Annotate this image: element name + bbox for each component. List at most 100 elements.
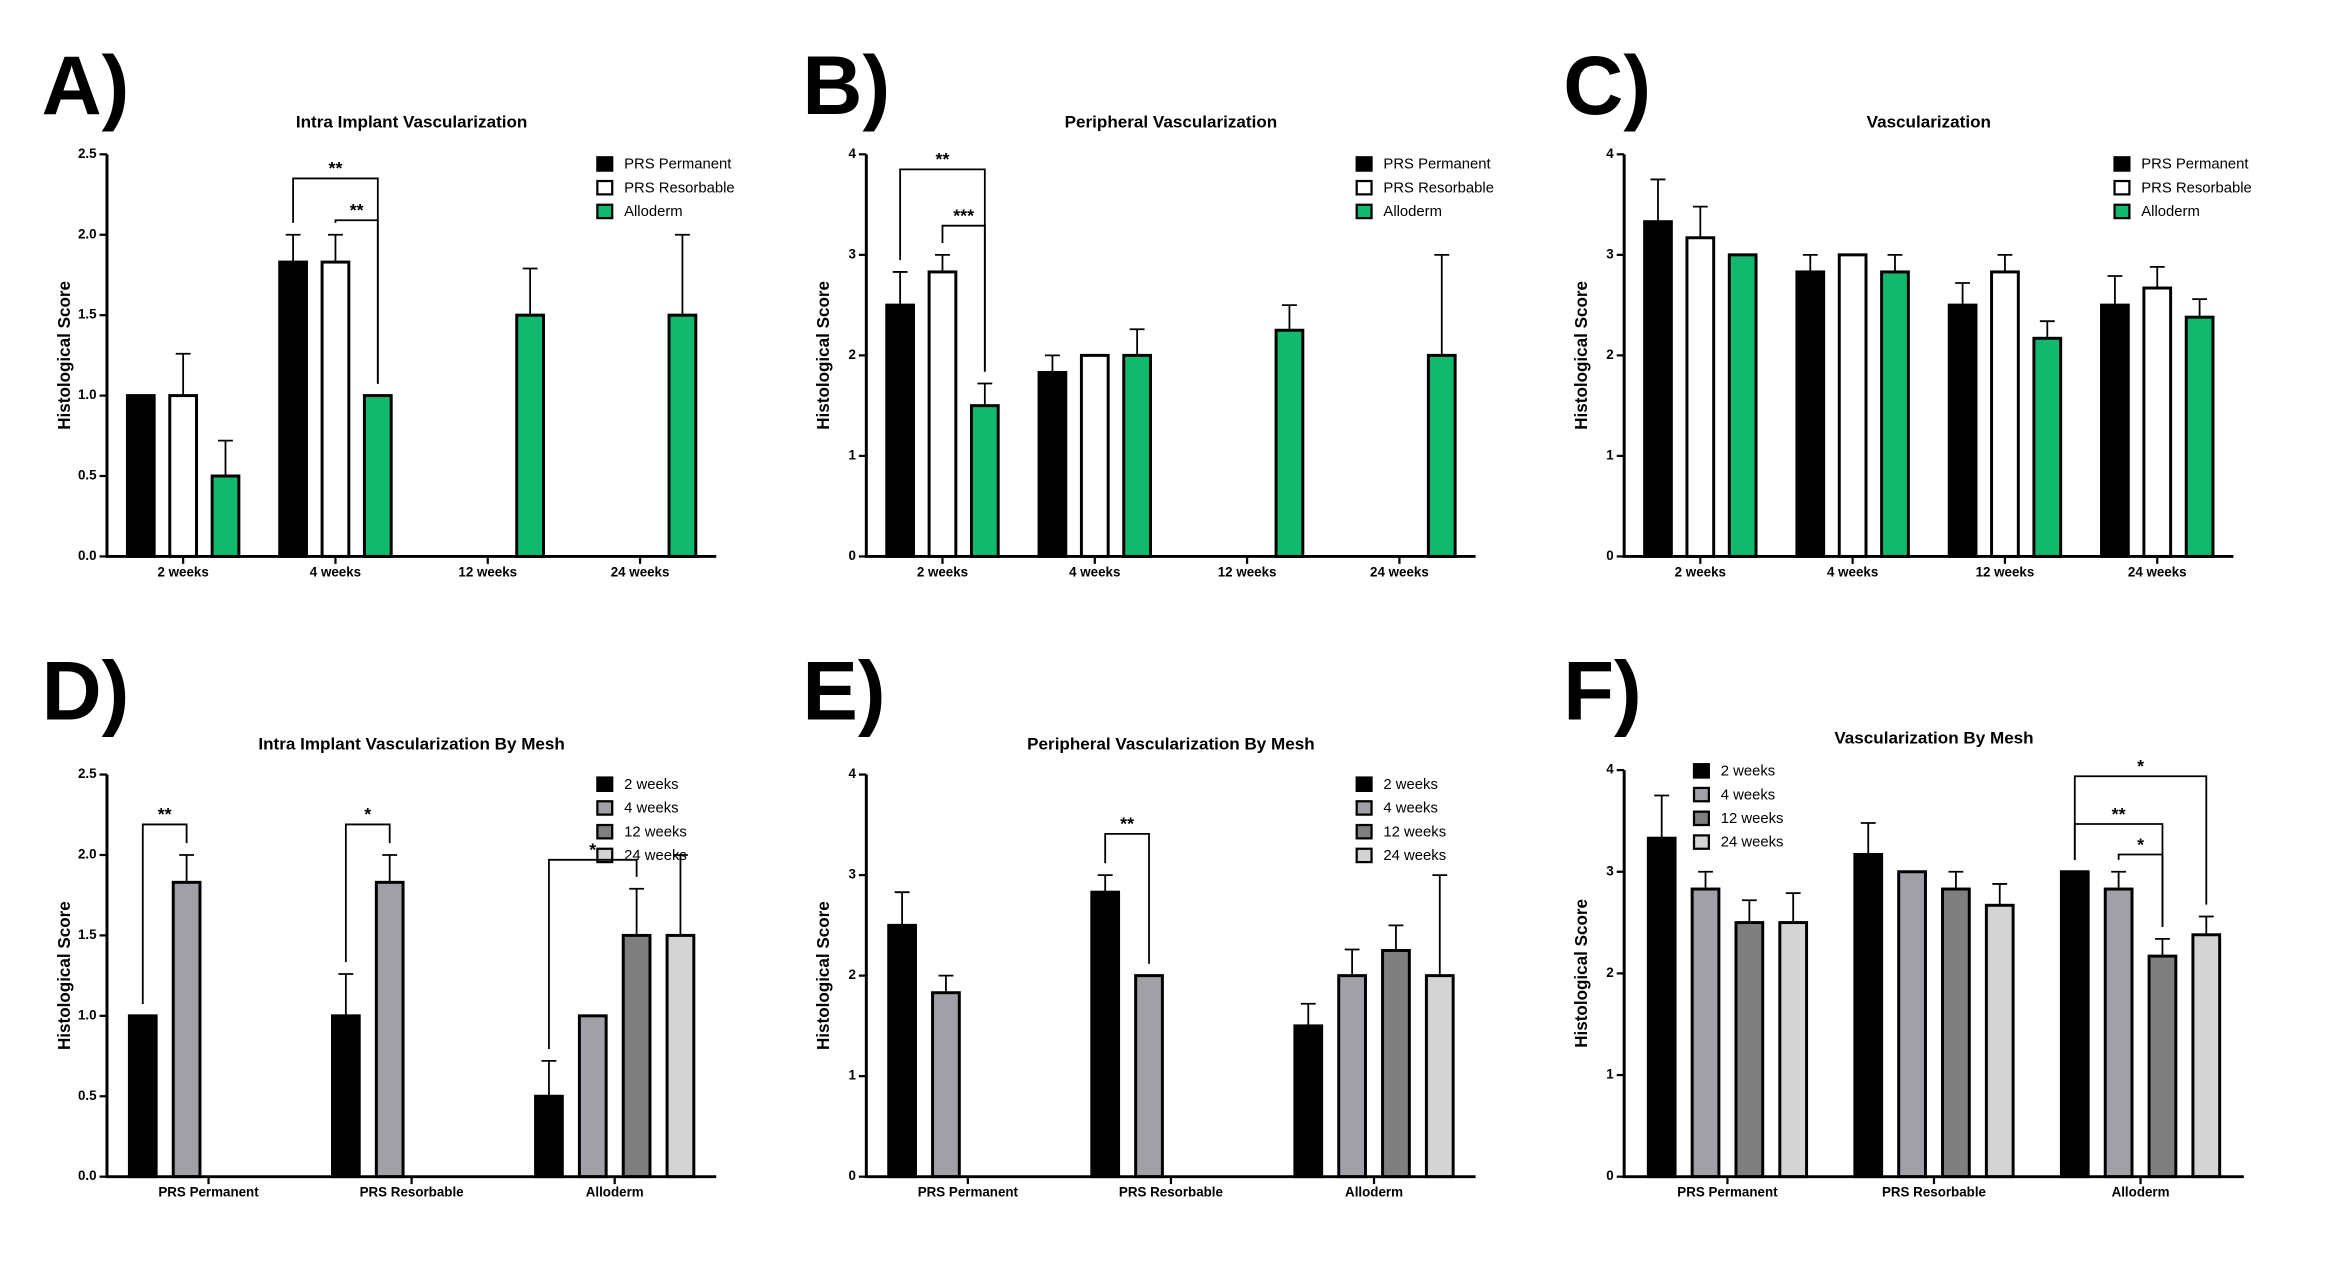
error-bar [1860,822,1876,855]
legend-label: PRS Permanent [2141,157,2249,173]
bar [1897,870,1927,1179]
x-tick-label: 24 weeks [1370,564,1429,579]
legend-label: Alloderm [2141,204,2200,220]
y-tick-label: 2 [1606,347,1613,362]
legend-swatch [1355,179,1373,196]
bar [1424,974,1455,1179]
error-bar [1802,253,1818,272]
bar [1837,253,1868,558]
y-tick-label: 0.0 [78,1168,97,1183]
bar [2147,954,2178,1179]
y-tick-label: 3 [848,246,855,261]
legend-label: 24 weeks [1721,835,1784,851]
y-tick-label: 2 [1606,965,1613,980]
legend-swatch [2113,179,2131,196]
bar [1727,253,1758,558]
error-bar [1887,253,1903,272]
y-tick-label: 2 [848,967,855,982]
y-axis-label: Histological Score [1572,281,1591,430]
y-tick-label: 2 [848,347,855,362]
error-bar [382,854,398,883]
legend-swatch [1692,786,1710,803]
y-tick-label: 1.0 [78,1007,97,1022]
bar [210,474,241,558]
error-bar [673,854,688,936]
legend-swatch [596,179,614,196]
x-tick-label: 24 weeks [611,564,670,579]
legend-label: PRS Permanent [624,157,732,173]
bar [1134,974,1164,1179]
y-tick-label: 0.5 [78,468,97,483]
y-tick-label: 1 [1606,447,1614,462]
y-tick-label: 0.0 [78,548,97,563]
bar [2184,315,2215,558]
bar [577,1014,608,1179]
chart-title: Vascularization By Mesh [1834,728,2033,747]
legend-swatch [1692,834,1710,850]
error-bar [1282,304,1297,331]
significance-label: ** [329,158,343,178]
x-tick-label: PRS Resorbable [360,1185,464,1200]
y-tick-label: 4 [1606,762,1614,777]
error-bar [1955,282,1971,306]
bar [1690,887,1721,1179]
bar [515,313,545,558]
y-tick-label: 4 [848,766,856,781]
bar [1037,370,1068,558]
y-tick-label: 2.0 [78,847,97,862]
bar [1643,220,1673,558]
bar [969,404,1000,558]
y-tick-label: 1.5 [78,307,97,322]
legend-label: 4 weeks [1721,787,1775,803]
error-bar [1344,948,1360,976]
bar [127,1014,158,1179]
x-tick-label: Alloderm [586,1185,644,1200]
bar [1778,921,1809,1179]
y-tick-label: 1 [848,447,856,462]
legend-swatch [596,156,614,172]
significance-bracket [2117,853,2164,927]
bar [171,880,202,1179]
error-bar [328,233,343,263]
bar [2191,933,2222,1179]
error-bar [2111,870,2127,890]
legend-swatch [596,847,614,864]
legend-label: 12 weeks [1721,811,1784,827]
significance-label: *** [953,206,974,226]
legend-swatch [1355,823,1373,840]
legend-swatch [2113,156,2131,172]
error-bar [629,887,645,936]
y-tick-label: 1 [1606,1067,1614,1082]
x-tick-label: 24 weeks [2128,564,2187,579]
y-tick-label: 2.5 [78,146,97,161]
significance-label: * [2137,756,2144,776]
significance-bracket [941,224,986,372]
significance-label: ** [2112,804,2126,824]
y-tick-label: 0.5 [78,1088,97,1103]
significance-label: ** [350,200,364,220]
error-bar [1650,178,1666,222]
panel-label: E) [802,644,885,737]
bar [665,933,696,1179]
panel-label: C) [1563,39,1651,132]
legend-label: 12 weeks [624,824,687,840]
error-bar [2107,275,2123,306]
error-bar [1785,892,1801,923]
legend-label: 2 weeks [624,777,678,793]
bar [1795,270,1826,558]
legend-swatch [1355,800,1373,816]
error-bar [1388,924,1404,951]
bar [2100,303,2130,558]
chart-panel: A) Intra Implant Vascularization Histologi… [42,39,735,579]
y-tick-label: 0 [848,1168,855,1183]
y-tick-label: 1.0 [78,387,97,402]
error-bar [218,439,233,477]
x-tick-label: 2 weeks [917,564,968,579]
x-tick-label: Alloderm [2112,1185,2170,1200]
bar [278,260,308,558]
bar [1990,270,2020,558]
significance-label: * [364,804,371,824]
y-tick-label: 0 [1606,1168,1613,1183]
significance-bracket [344,823,391,963]
